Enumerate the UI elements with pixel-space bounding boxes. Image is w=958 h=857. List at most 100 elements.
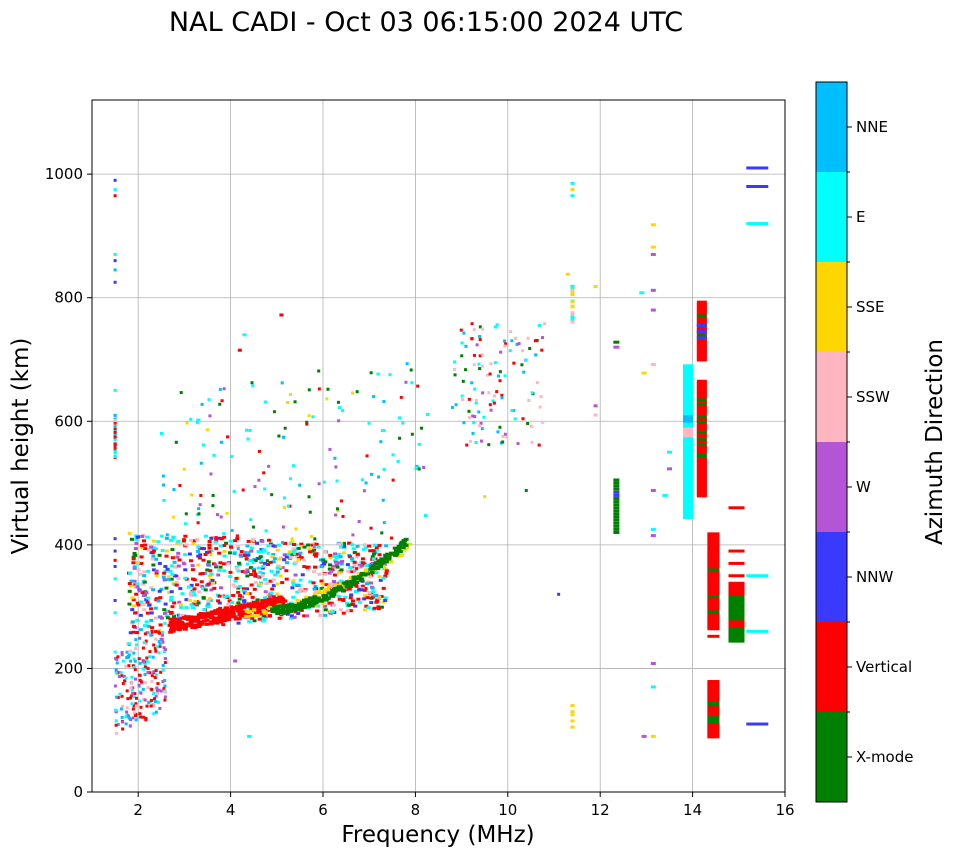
spread-echo	[228, 575, 233, 579]
spread-echo	[193, 599, 198, 603]
x-trace-echo	[279, 605, 285, 609]
low-echo	[155, 645, 159, 649]
xmode-column-15-echo	[728, 606, 745, 611]
vertical-column-14-echo	[696, 416, 707, 421]
spread-echo	[221, 623, 226, 627]
spread-echo	[306, 567, 311, 571]
vertical-column-14-echo	[696, 399, 707, 404]
vertical-column-144-echo	[707, 606, 720, 611]
scatter-echo	[317, 369, 321, 373]
spread-echo	[208, 569, 213, 573]
f2-echo	[487, 391, 491, 395]
spread-echo	[138, 628, 143, 632]
f2-echo	[499, 350, 503, 354]
spread-echo	[362, 608, 367, 612]
spread-echo	[323, 572, 328, 576]
vertical-column-144-echo	[707, 594, 720, 599]
spread-echo	[365, 582, 370, 586]
e-column-14-echo	[682, 411, 693, 416]
lf-column-echo	[113, 430, 117, 434]
low-echo	[114, 669, 118, 673]
xmode-column-12-echo	[613, 518, 620, 522]
scatter-echo	[272, 410, 276, 414]
vertical-column-14-echo	[696, 327, 707, 332]
spread-echo	[183, 534, 188, 538]
colorbar-label-nnw: NNW	[856, 568, 893, 586]
o-trace-echo	[217, 614, 223, 618]
spread-echo	[217, 536, 222, 540]
vertical-column-144-echo	[707, 709, 720, 714]
low-echo	[163, 647, 167, 651]
e-column-14-echo	[682, 428, 693, 433]
xmode-column-15-echo	[728, 628, 745, 633]
scatter-echo	[334, 513, 338, 517]
scatter-echo	[401, 421, 405, 425]
vertical-column-144-echo	[707, 729, 720, 734]
low-echo	[127, 716, 131, 720]
x-trace-echo	[348, 585, 354, 589]
column-11-echo	[570, 713, 575, 717]
low-echo	[131, 707, 135, 711]
spread-echo	[236, 621, 241, 625]
scatter-echo	[313, 537, 317, 541]
low-echo	[125, 706, 129, 710]
low-echo	[160, 633, 164, 637]
spread-echo	[289, 555, 294, 559]
o-trace-echo	[281, 599, 287, 603]
scatter-echo	[229, 455, 233, 459]
sse-echo	[312, 592, 317, 596]
spread-echo	[201, 558, 206, 562]
spread-echo	[284, 569, 289, 573]
e-column-14-echo	[682, 374, 693, 379]
spread-echo	[229, 600, 234, 604]
vertical-column-14-echo	[696, 409, 707, 414]
low-echo	[120, 653, 124, 657]
spread-echo	[178, 603, 183, 607]
spread-echo	[169, 590, 174, 594]
scatter-echo	[337, 419, 341, 423]
spread-echo	[208, 598, 213, 602]
sse-echo	[303, 595, 308, 599]
low-echo	[143, 673, 147, 677]
xmode-column-15-echo	[728, 636, 745, 641]
vertical-column-14-echo	[696, 473, 707, 478]
lf-column-echo	[113, 259, 117, 263]
low-echo	[115, 657, 119, 661]
low-echo	[143, 662, 147, 666]
spread-echo	[255, 598, 260, 602]
sse-echo	[356, 572, 361, 576]
spread-echo	[376, 605, 381, 609]
spread-echo	[268, 579, 273, 583]
spread-echo	[357, 600, 362, 604]
spread-echo	[294, 552, 299, 556]
spread-echo	[174, 580, 179, 584]
scatter-echo	[334, 465, 338, 469]
o-trace-echo	[259, 602, 265, 606]
spread-echo	[216, 599, 221, 603]
spread-echo	[328, 563, 333, 567]
spread-echo	[336, 561, 341, 565]
vertical-column-14-echo	[696, 458, 707, 463]
spread-echo	[299, 544, 304, 548]
vertical-column-144-echo	[707, 702, 720, 707]
spread-echo	[249, 549, 254, 553]
spread-echo	[170, 548, 175, 552]
low-echo	[163, 661, 167, 665]
vertical-column-144-echo	[707, 714, 720, 719]
spread-echo	[196, 554, 201, 558]
f2-echo	[470, 337, 474, 341]
spread-echo	[374, 548, 379, 552]
low-echo	[121, 659, 125, 663]
spread-echo	[164, 614, 169, 618]
x-trace-echo	[315, 596, 321, 600]
f2-echo	[537, 443, 541, 447]
f2-echo	[478, 335, 482, 339]
spread-echo	[151, 588, 156, 592]
o-trace-echo	[168, 621, 174, 625]
spread-echo	[318, 558, 323, 562]
f2-echo	[521, 417, 525, 421]
scatter-echo	[208, 414, 212, 418]
spread-echo	[290, 553, 295, 557]
spread-echo	[207, 546, 212, 550]
vertical-column-144-echo	[707, 717, 720, 722]
